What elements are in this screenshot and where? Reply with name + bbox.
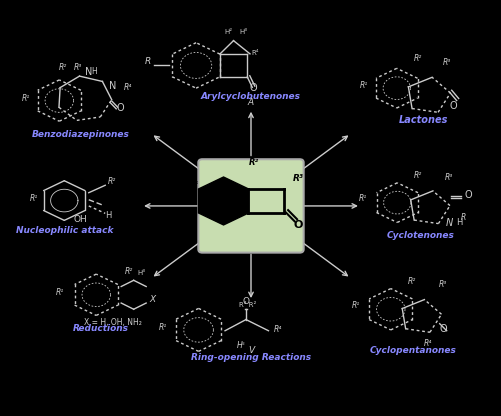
- Text: Nucleophilic attack: Nucleophilic attack: [16, 226, 113, 235]
- Text: R: R: [145, 57, 151, 66]
- Text: Ring-opening Reactions: Ring-opening Reactions: [190, 353, 311, 362]
- Text: OH: OH: [73, 215, 87, 224]
- Text: Cyclopentanones: Cyclopentanones: [369, 346, 456, 354]
- Text: R²: R²: [248, 158, 258, 167]
- Text: Lactones: Lactones: [398, 115, 447, 125]
- Text: R⁴: R⁴: [124, 83, 132, 92]
- Text: R¹: R¹: [158, 323, 167, 332]
- Text: H: H: [91, 67, 97, 76]
- Text: A: A: [247, 98, 254, 106]
- Text: R¹: R¹: [188, 181, 198, 189]
- Text: O: O: [463, 190, 471, 200]
- Text: R²: R²: [124, 267, 133, 276]
- Polygon shape: [198, 177, 248, 225]
- Text: R²: R²: [413, 54, 421, 63]
- Text: Reductions: Reductions: [73, 324, 129, 333]
- Text: R²: R²: [413, 171, 421, 180]
- Text: O: O: [116, 103, 124, 113]
- Text: R¹: R¹: [30, 193, 38, 203]
- Text: O: O: [438, 324, 446, 334]
- Text: R¹: R¹: [22, 94, 30, 103]
- Text: N: N: [109, 81, 116, 91]
- Text: H: H: [455, 218, 461, 227]
- Text: R¹: R¹: [56, 288, 64, 297]
- Text: H: H: [105, 210, 111, 220]
- Text: Arylcyclobutenones: Arylcyclobutenones: [200, 92, 301, 101]
- Text: H⁵: H⁵: [236, 342, 245, 351]
- Text: R³: R³: [438, 280, 446, 289]
- Text: R: R: [460, 213, 465, 223]
- Text: R²: R²: [407, 277, 415, 286]
- Text: Cyclotenones: Cyclotenones: [386, 231, 454, 240]
- Text: O: O: [249, 83, 257, 93]
- Text: H²: H²: [224, 30, 232, 35]
- Text: O: O: [448, 101, 456, 111]
- Text: H³: H³: [239, 30, 247, 35]
- Text: X = H, OH, NH₂: X = H, OH, NH₂: [84, 317, 141, 327]
- Text: R²: R²: [108, 178, 116, 186]
- Text: R²: R²: [59, 62, 67, 72]
- Text: R⁴: R⁴: [423, 339, 431, 349]
- Text: R³: R³: [74, 62, 82, 72]
- Text: O: O: [242, 297, 249, 306]
- Text: R³ R²: R³ R²: [238, 302, 256, 308]
- Text: N: N: [445, 218, 452, 228]
- Text: R³: R³: [442, 58, 450, 67]
- Text: Benzodiazepinones: Benzodiazepinones: [31, 130, 129, 139]
- Text: H³: H³: [137, 270, 145, 276]
- Text: R⁴: R⁴: [250, 50, 258, 56]
- Text: R³: R³: [444, 173, 452, 182]
- Text: R¹: R¹: [359, 81, 368, 90]
- Text: R¹: R¹: [351, 302, 359, 310]
- Text: R³: R³: [293, 174, 303, 183]
- Text: X: X: [149, 295, 155, 304]
- Text: R⁴: R⁴: [273, 325, 281, 334]
- Text: V: V: [247, 347, 254, 355]
- Text: O: O: [293, 220, 302, 230]
- Text: R¹: R¹: [358, 194, 367, 203]
- Text: N: N: [85, 67, 93, 77]
- FancyBboxPatch shape: [198, 159, 303, 253]
